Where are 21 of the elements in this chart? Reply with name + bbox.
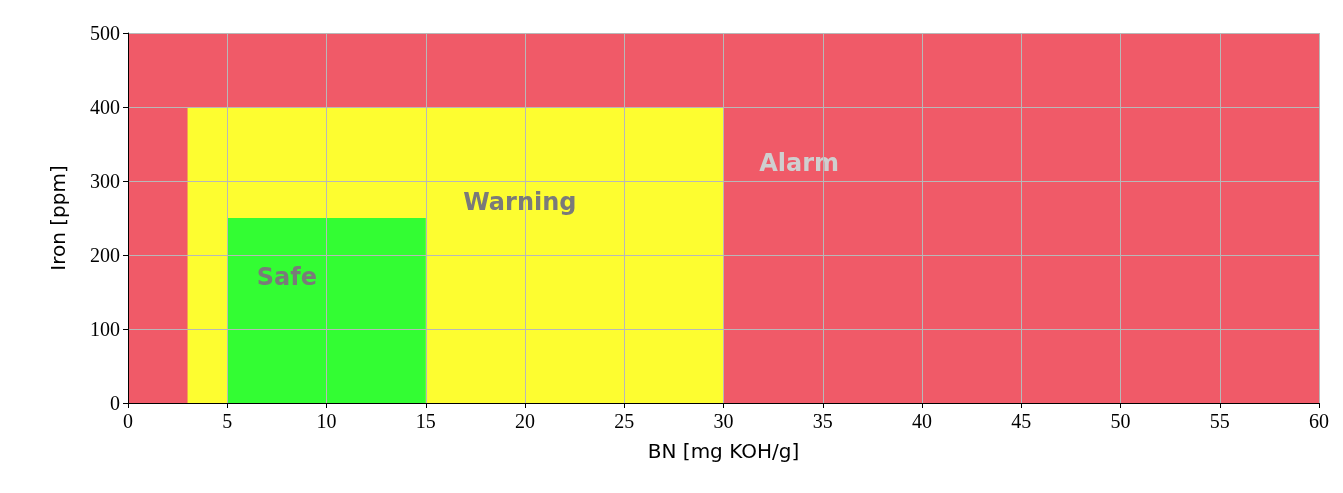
x-axis-title: BN [mg KOH/g]	[647, 439, 800, 463]
x-tick-label: 45	[1011, 410, 1032, 432]
y-tick-label: 400	[90, 96, 120, 118]
x-tick-label: 50	[1110, 410, 1131, 432]
y-tick-label: 200	[90, 244, 120, 266]
x-tick-label: 30	[713, 410, 734, 432]
x-tick-label: 5	[222, 410, 233, 432]
y-tick-label: 300	[90, 170, 120, 192]
x-tick-label: 35	[812, 410, 833, 432]
x-tick-label: 60	[1309, 410, 1329, 432]
x-tick-label: 25	[614, 410, 635, 432]
x-tick-label: 15	[415, 410, 436, 432]
y-tick-label: 100	[90, 318, 120, 340]
x-tick-label: 20	[515, 410, 535, 432]
x-tick-label: 10	[316, 410, 337, 432]
y-axis-title: Iron [ppm]	[46, 165, 70, 271]
series-label: Safe	[256, 263, 317, 292]
y-tick-label: 0	[110, 392, 120, 414]
y-tick-label: 500	[90, 22, 120, 44]
x-tick-label: 55	[1209, 410, 1230, 432]
x-tick-label: 40	[912, 410, 932, 432]
